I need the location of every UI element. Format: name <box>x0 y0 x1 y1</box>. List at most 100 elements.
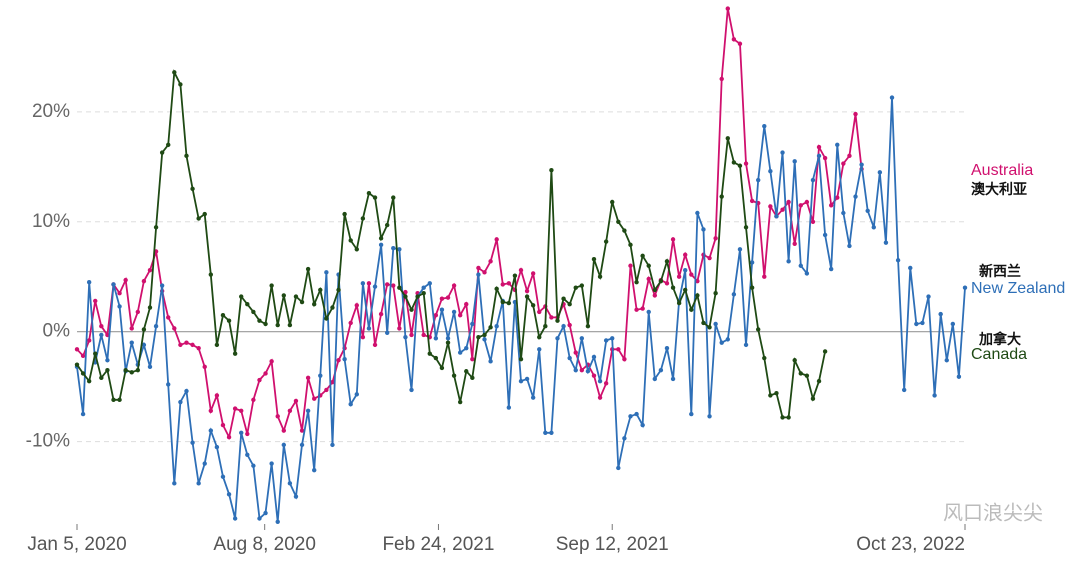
data-point <box>281 428 286 433</box>
data-point <box>640 253 645 259</box>
data-point <box>616 219 621 224</box>
data-point <box>354 303 359 308</box>
data-point <box>293 294 299 299</box>
data-point <box>573 367 578 373</box>
data-point <box>251 463 256 468</box>
data-point <box>707 255 712 261</box>
data-point <box>269 359 274 364</box>
data-point <box>743 225 749 230</box>
data-point <box>762 355 767 361</box>
data-point <box>853 111 858 117</box>
data-point <box>774 391 779 396</box>
data-point <box>348 320 353 326</box>
data-point <box>488 359 493 364</box>
data-point <box>603 381 609 386</box>
data-point <box>117 304 122 309</box>
data-point <box>756 177 761 183</box>
data-point <box>330 305 335 310</box>
data-point <box>737 163 743 168</box>
data-point <box>99 375 104 381</box>
data-point <box>299 442 305 448</box>
data-point <box>713 236 718 241</box>
series-label: Canada <box>971 346 1027 363</box>
data-point <box>530 271 536 276</box>
data-point <box>476 272 481 277</box>
data-point <box>506 300 512 306</box>
data-point <box>537 347 542 352</box>
data-point <box>798 263 803 268</box>
data-point <box>372 195 378 200</box>
data-point <box>360 216 366 221</box>
data-point <box>245 302 250 307</box>
data-point <box>804 373 810 378</box>
data-point <box>330 380 335 385</box>
data-point <box>421 285 426 290</box>
data-point <box>354 247 359 252</box>
y-tick-label: 20% <box>32 101 70 122</box>
data-point <box>603 239 609 244</box>
data-point <box>281 293 286 298</box>
data-point <box>196 216 201 221</box>
data-point <box>147 364 153 370</box>
data-point <box>634 307 639 312</box>
data-point <box>780 207 785 212</box>
data-point <box>707 325 712 330</box>
data-point <box>214 444 220 450</box>
data-point <box>263 510 268 516</box>
data-point <box>226 318 232 323</box>
data-point <box>506 405 512 410</box>
data-point <box>756 327 761 332</box>
data-point <box>159 150 165 155</box>
data-point <box>494 286 499 292</box>
data-point <box>80 411 86 417</box>
data-point <box>683 287 688 293</box>
data-point <box>640 422 645 428</box>
data-point <box>257 516 262 521</box>
data-point <box>549 315 554 320</box>
data-point <box>901 387 907 393</box>
data-point <box>737 41 743 46</box>
data-point <box>731 292 737 297</box>
data-point <box>257 377 262 383</box>
data-point <box>384 282 390 287</box>
data-point <box>749 260 755 265</box>
data-point <box>810 177 816 183</box>
data-point <box>172 481 177 486</box>
data-point <box>731 37 737 42</box>
data-point <box>129 340 134 345</box>
data-point <box>634 280 639 285</box>
data-point <box>683 267 688 273</box>
data-point <box>707 414 712 419</box>
data-point <box>147 267 153 273</box>
data-point <box>269 283 274 288</box>
data-point <box>889 95 895 100</box>
data-point <box>415 294 420 299</box>
data-point <box>305 266 311 272</box>
x-tick-label: Sep 12, 2021 <box>556 534 669 555</box>
data-point <box>166 142 171 148</box>
data-point <box>908 265 913 271</box>
data-point <box>567 355 572 361</box>
data-point <box>208 408 214 414</box>
data-point <box>950 321 956 327</box>
data-point <box>713 321 718 327</box>
data-point <box>670 237 676 242</box>
data-point <box>202 461 207 466</box>
data-point <box>470 375 475 381</box>
data-point <box>409 307 414 312</box>
data-point <box>220 474 226 479</box>
data-point <box>762 123 767 129</box>
data-point <box>634 411 639 417</box>
data-point <box>384 222 390 228</box>
data-point <box>409 332 414 338</box>
data-point <box>305 408 311 414</box>
data-point <box>652 293 658 298</box>
data-point <box>129 326 134 331</box>
data-point <box>129 370 134 375</box>
data-point <box>245 431 250 437</box>
data-point <box>573 350 578 355</box>
data-point <box>366 326 372 331</box>
data-point <box>372 342 378 348</box>
data-point <box>433 336 439 341</box>
data-point <box>232 406 238 411</box>
